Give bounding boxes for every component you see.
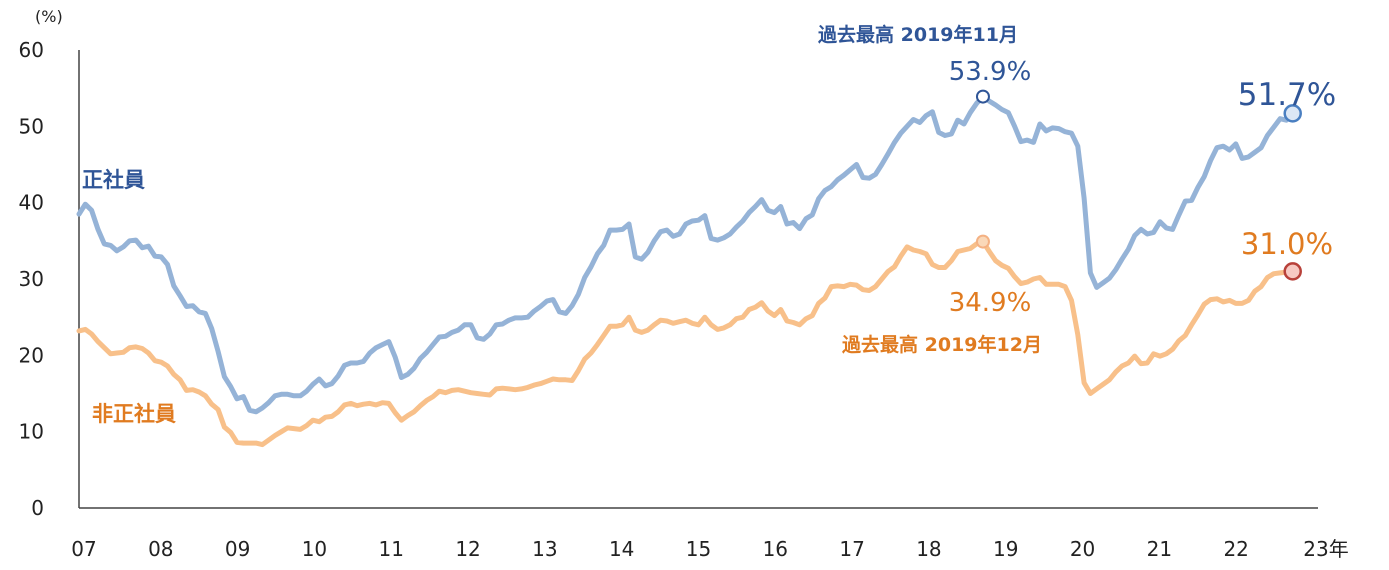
- x-tick-label: 16: [763, 537, 788, 561]
- record-value-regular: 53.9%: [949, 57, 1032, 87]
- y-tick-label: 30: [19, 267, 44, 291]
- x-tick-label: 23年: [1303, 537, 1348, 561]
- x-tick-label: 10: [302, 537, 327, 561]
- y-tick-labels: 0 10 20 30 40 50 60: [19, 38, 44, 520]
- record-value-nonregular: 34.9%: [949, 288, 1032, 318]
- x-tick-label: 12: [455, 537, 480, 561]
- y-tick-label: 0: [31, 496, 44, 520]
- record-marker: [975, 89, 990, 104]
- latest-marker: [1283, 262, 1302, 281]
- record-marker: [975, 234, 990, 249]
- x-tick-label: 18: [916, 537, 941, 561]
- y-tick-label: 10: [19, 420, 44, 444]
- series-label-nonregular: 非正社員: [92, 402, 176, 426]
- x-tick-label: 14: [609, 537, 634, 561]
- x-tick-label: 20: [1070, 537, 1095, 561]
- y-unit-label: (%): [35, 7, 63, 26]
- series-markers: [975, 89, 1302, 281]
- record-label-regular: 過去最高 2019年11月: [818, 23, 1018, 46]
- x-tick-labels: 07 08 09 10 11 12 13 14 15 16 17 18 19 20 21 22 23年: [71, 537, 1348, 561]
- x-tick-label: 08: [148, 537, 173, 561]
- latest-value-nonregular: 31.0%: [1241, 227, 1333, 261]
- x-tick-label: 17: [839, 537, 864, 561]
- x-tick-label: 22: [1223, 537, 1248, 561]
- latest-marker: [1283, 104, 1302, 123]
- series-label-regular: 正社員: [82, 168, 145, 192]
- record-label-nonregular: 過去最高 2019年12月: [842, 333, 1042, 356]
- series-line: [76, 239, 1296, 448]
- x-tick-label: 09: [225, 537, 250, 561]
- x-tick-label: 11: [379, 537, 404, 561]
- x-tick-label: 13: [532, 537, 557, 561]
- y-tick-label: 50: [19, 114, 44, 138]
- y-tick-label: 20: [19, 343, 44, 367]
- latest-value-regular: 51.7%: [1238, 77, 1336, 113]
- x-tick-label: 21: [1147, 537, 1172, 561]
- series-line: [76, 94, 1296, 415]
- x-tick-label: 15: [686, 537, 711, 561]
- y-tick-label: 40: [19, 191, 44, 215]
- y-tick-label: 60: [19, 38, 44, 62]
- x-tick-label: 19: [993, 537, 1018, 561]
- series-lines: [76, 94, 1296, 448]
- x-tick-label: 07: [71, 537, 96, 561]
